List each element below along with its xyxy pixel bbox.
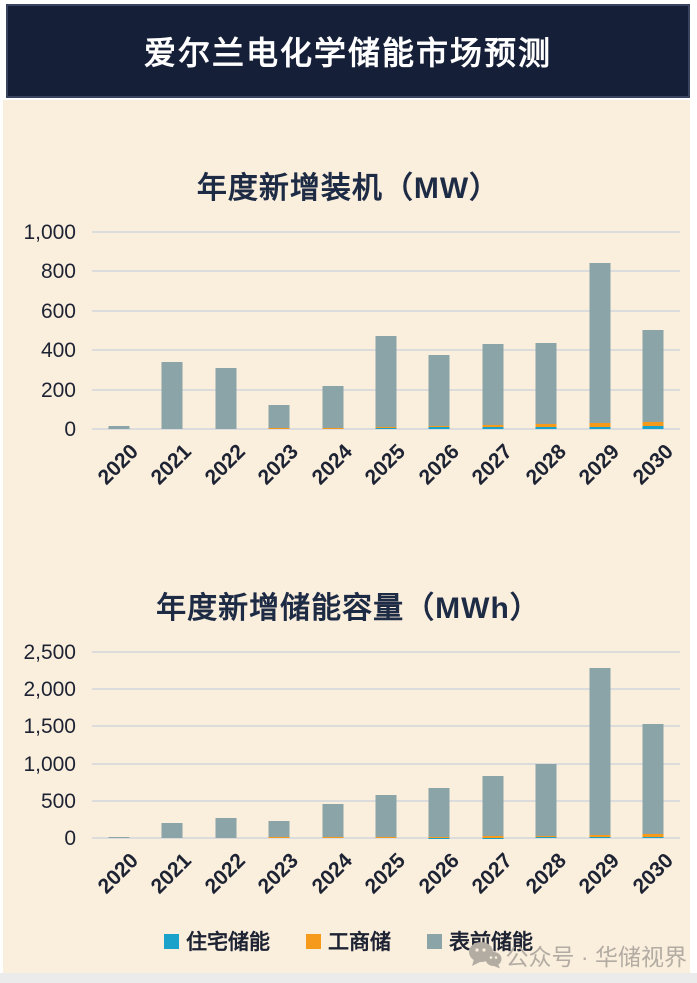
header-banner: 爱尔兰电化学储能市场预测 <box>6 4 690 98</box>
wechat-icon <box>468 942 502 969</box>
content-background <box>3 100 690 973</box>
legend-label: 住宅储能 <box>186 931 270 954</box>
legend-item-residential: 住宅储能 <box>164 926 270 956</box>
watermark: 公众号 · 华储视界 <box>468 938 687 972</box>
legend-label: 工商储 <box>328 931 391 954</box>
page-title: 爱尔兰电化学储能市场预测 <box>143 35 552 71</box>
bottom-strip <box>0 973 697 983</box>
commercial-storage-swatch-icon <box>306 933 321 949</box>
legend-item-commercial: 工商储 <box>306 926 391 956</box>
watermark-text: 公众号 · 华储视界 <box>505 944 687 970</box>
residential-storage-swatch-icon <box>164 933 179 949</box>
front-of-meter-storage-swatch-icon <box>427 933 442 949</box>
